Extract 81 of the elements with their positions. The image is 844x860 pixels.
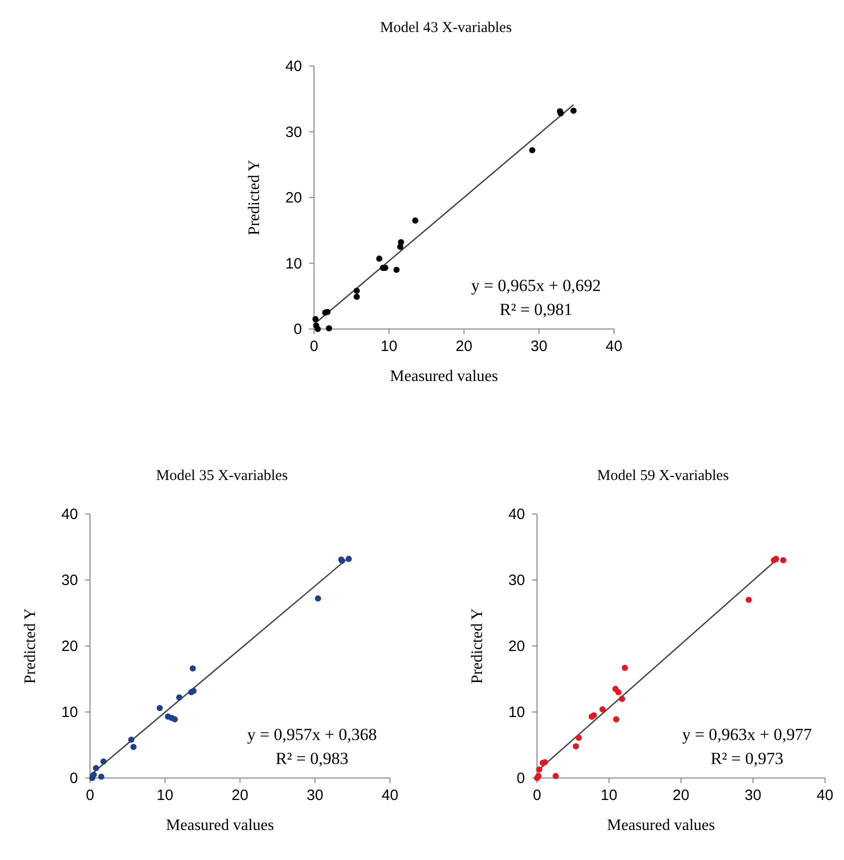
point [622,664,628,671]
y-tick-label: 10 [508,704,525,721]
x-tick-label: 20 [232,787,248,804]
y-tick-label: 30 [61,572,78,589]
point [542,759,548,766]
point [190,665,196,672]
point [615,689,622,696]
x-axis-title: Measured values [166,817,274,834]
x-tick-label: 40 [816,787,834,804]
point [393,266,400,273]
annotation: y = 0,957x + 0,368 [247,725,377,744]
y-tick-label: 40 [508,506,525,523]
x-axis-title: Measured values [390,368,498,385]
y-axis-title: Predicted Y [469,608,486,684]
y-tick-label: 40 [285,58,302,75]
y-axis-title: Predicted Y [246,159,263,236]
point [529,147,536,154]
point [354,294,360,300]
x-tick-label: 30 [530,338,548,355]
point [100,758,107,765]
chart-title: Model 35 X-variables [156,468,288,484]
y-tick-label: 0 [294,321,302,338]
point [312,316,319,322]
annotation: y = 0,965x + 0,692 [471,276,601,295]
x-tick-label: 30 [306,787,324,804]
x-tick-label: 10 [380,338,398,355]
y-tick-label: 40 [61,506,78,523]
chart-title: Model 59 X-variables [597,468,729,484]
x-tick-label: 30 [744,787,762,804]
point [412,217,418,224]
y-tick-label: 20 [285,190,302,206]
annotation: R² = 0,973 [710,749,784,768]
point [172,716,178,722]
point [354,288,360,294]
point [346,556,352,562]
x-tick-label: 0 [310,338,318,355]
x-axis-title: Measured values [607,817,715,834]
x-tick-label: 40 [606,338,622,355]
point [190,688,197,694]
point [599,706,606,712]
annotation: R² = 0,981 [500,300,572,319]
point [618,696,626,702]
annotation: R² = 0,983 [276,749,348,768]
point [92,765,100,772]
x-tick-label: 20 [456,338,472,355]
point [156,704,163,712]
point [314,595,322,602]
x-tick-label: 10 [156,787,174,804]
point [613,716,620,722]
point [772,556,780,562]
y-tick-label: 30 [508,572,525,589]
point [570,108,577,114]
x-tick-label: 20 [672,787,690,804]
x-tick-label: 0 [532,787,542,804]
point [552,772,559,780]
point [130,744,137,750]
y-tick-label: 0 [70,770,78,787]
x-tick-label: 0 [86,787,94,804]
annotation: y = 0,963x + 0,977 [682,725,812,744]
point [780,557,786,564]
point [398,239,404,246]
y-tick-label: 10 [285,255,302,272]
point [326,325,332,332]
y-tick-label: 20 [61,638,78,655]
x-tick-label: 10 [600,787,618,804]
y-tick-label: 0 [516,770,525,787]
y-tick-label: 30 [285,124,302,141]
y-axis-title: Predicted Y [22,608,39,684]
y-tick-label: 10 [61,704,78,721]
point [128,736,134,743]
point [536,766,542,773]
point [90,772,97,778]
x-tick-label: 40 [382,787,398,804]
point [576,734,582,741]
point [746,596,752,603]
y-tick-label: 20 [508,638,525,655]
chart-title: Model 43 X-variables [380,20,512,36]
point [98,774,104,780]
point [176,694,182,701]
point [376,256,382,262]
point [572,743,579,750]
